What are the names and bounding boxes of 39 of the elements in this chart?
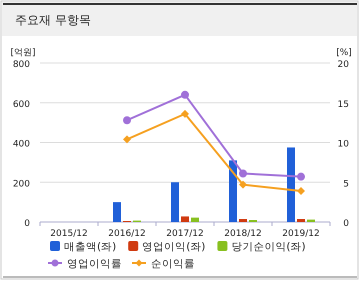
point [239,170,247,178]
legend-label: 순이익률 [151,258,195,270]
legend-label: 영업이익(좌) [142,241,206,253]
y-tick-label: 0 [24,219,30,229]
legend-label: 영업이익률 [67,258,122,270]
chart-title: 주요재 무항목 [15,13,91,27]
bar [181,216,189,222]
point [239,180,247,189]
y-tick-label: 200 [12,179,30,190]
bar [297,219,305,222]
point [123,116,131,124]
x-tick-label: 2017/12 [166,229,204,239]
bar [113,202,121,222]
bar [287,147,295,222]
x-tick-label: 2016/12 [108,229,146,239]
y2-tick-label: 20 [338,60,350,70]
legend-label: 매출액(좌) [64,241,116,253]
y2-tick-label: 10 [338,140,350,150]
y-tick-label: 600 [12,100,30,110]
y-tick-label: 400 [12,140,30,150]
y2-tick-label: 5 [343,179,349,190]
x-tick-label: 2019/12 [282,229,320,239]
legend-label: 당기순이익(좌) [231,241,306,253]
bar [171,182,179,222]
point [181,90,189,99]
bar [239,219,247,222]
x-tick-label: 2015/12 [50,229,88,239]
point [123,135,131,144]
y2-axis-title: [%] [336,48,352,58]
bar [191,218,199,222]
x-tick-label: 2018/12 [224,229,262,239]
point [297,172,305,181]
y2-tick-label: 0 [343,219,350,229]
y2-tick-label: 15 [338,100,349,110]
point [181,110,189,118]
bar [229,160,237,222]
point [297,186,305,195]
y-tick-label: 800 [12,60,30,70]
y-axis-title: [억원] [10,48,36,58]
